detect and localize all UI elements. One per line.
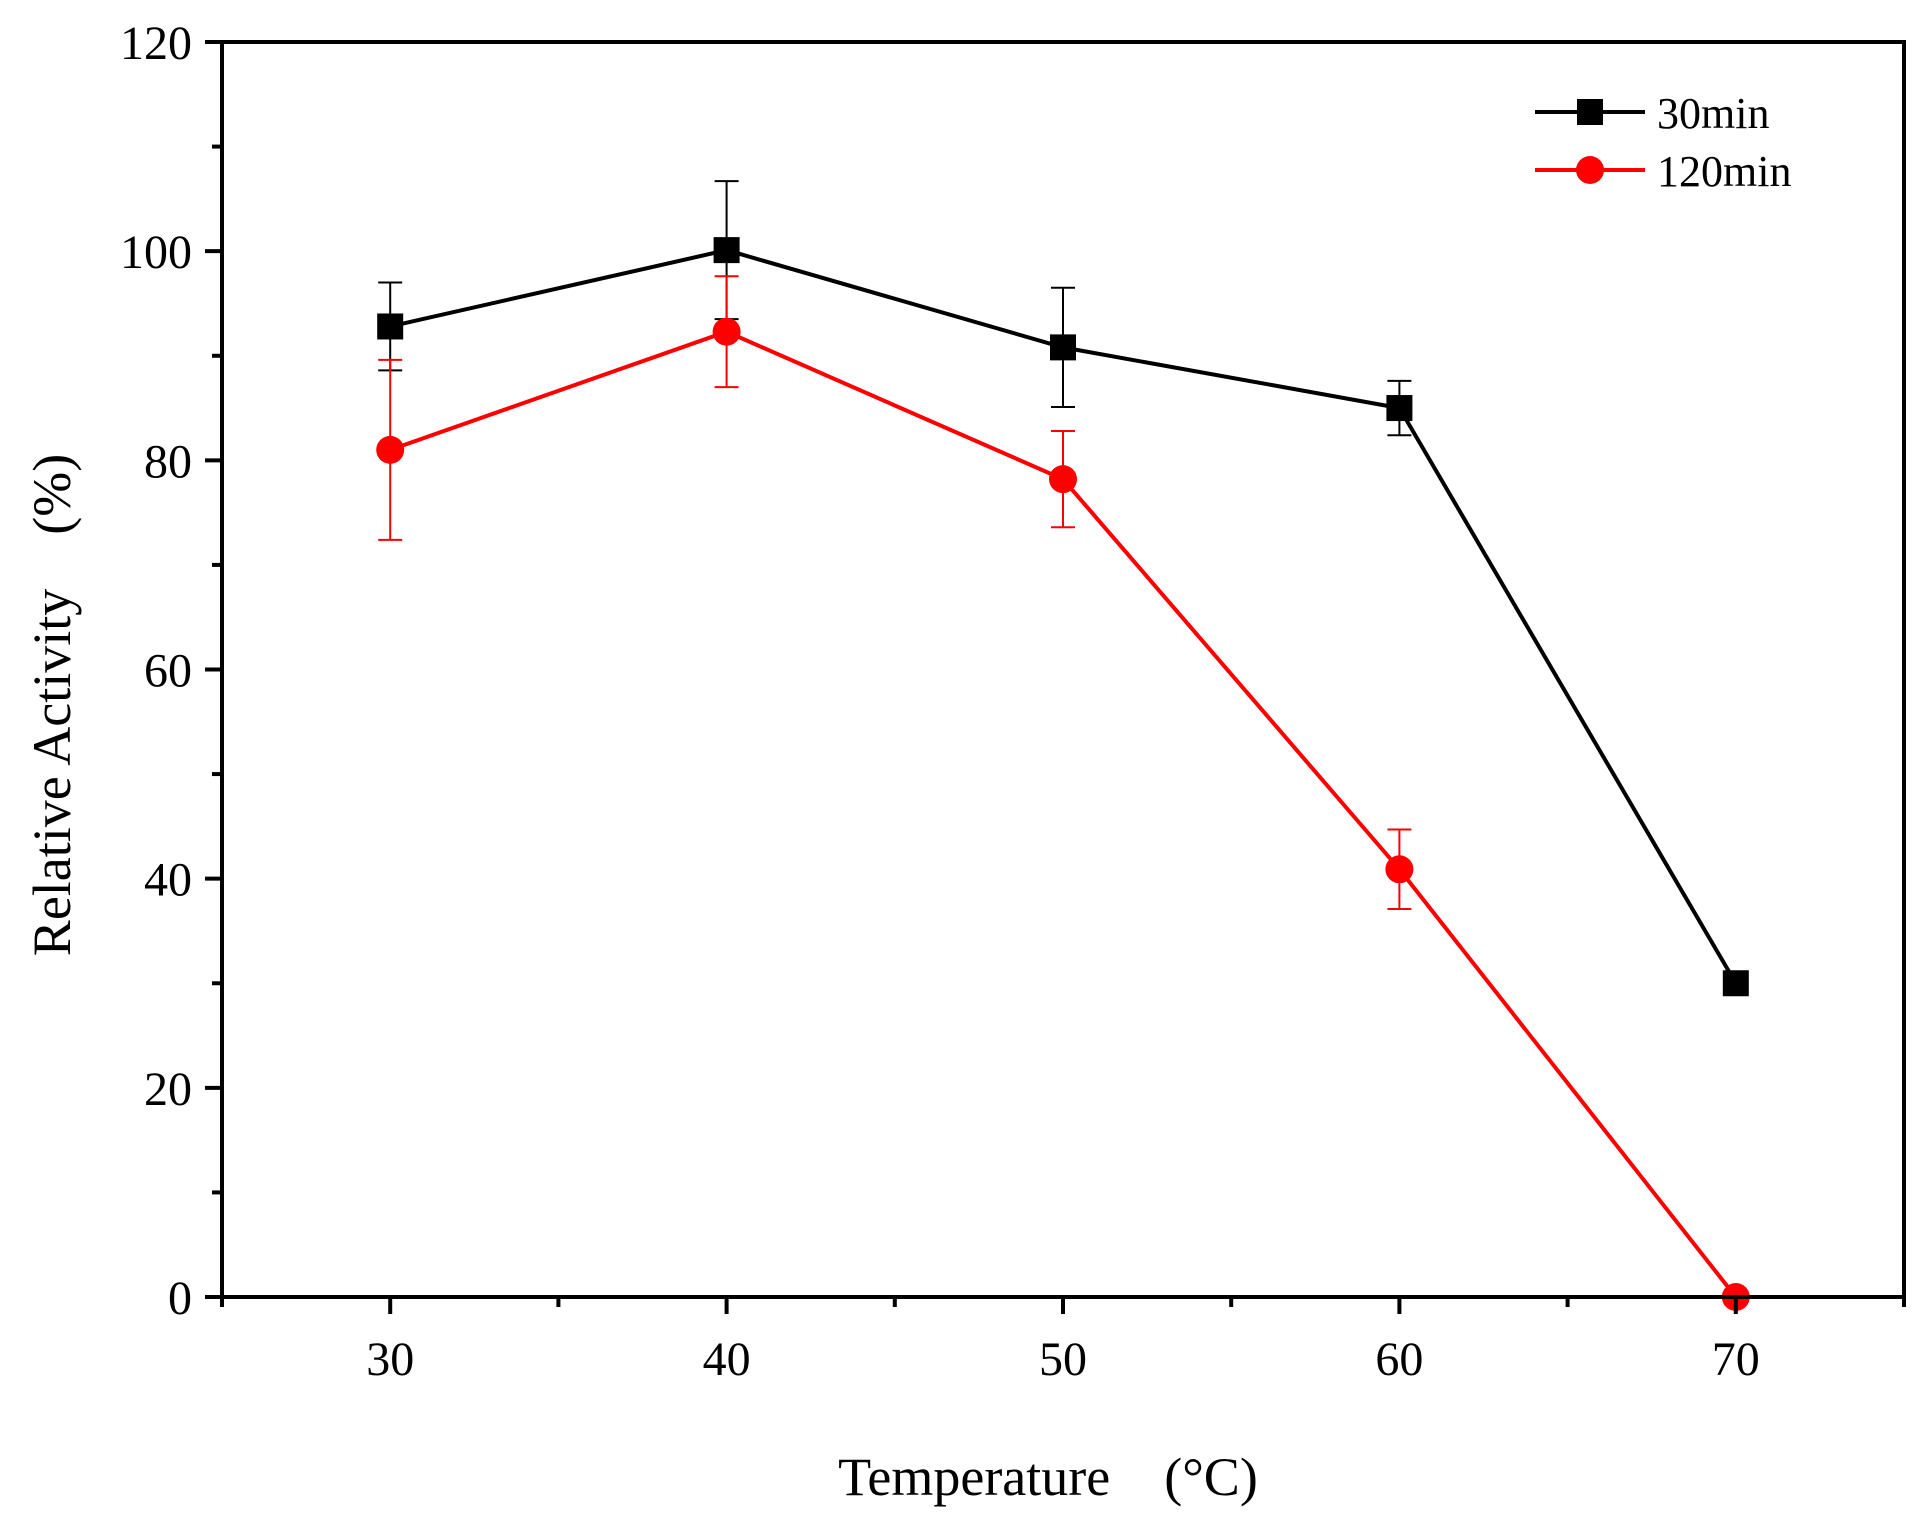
axes-layer: 30 40 50 60 70 0 20 40 60 80 100 120 <box>120 17 1906 1386</box>
x-tick-label: 70 <box>1712 1333 1760 1386</box>
y-tick-label: 120 <box>120 17 192 70</box>
y-tick-label: 40 <box>144 854 192 907</box>
x-tick-label: 50 <box>1039 1333 1087 1386</box>
y-tick-label: 100 <box>120 226 192 279</box>
data-point <box>1722 970 1749 997</box>
data-point <box>1049 465 1077 494</box>
x-tick-label: 40 <box>703 1333 751 1386</box>
data-point <box>377 313 404 340</box>
legend-marker <box>1577 99 1603 125</box>
y-tick-label: 80 <box>144 435 192 488</box>
x-axis-title: Temperature (°C) <box>838 1447 1258 1507</box>
y-tick-label: 20 <box>144 1063 192 1116</box>
y-axis-title: Relative Activity (%) <box>22 454 82 956</box>
legend-marker <box>1576 156 1604 184</box>
series-30min <box>377 180 1749 997</box>
x-tick-label: 30 <box>366 1333 414 1386</box>
data-point <box>376 435 405 464</box>
series-120min <box>376 275 1750 1311</box>
plot-layer <box>376 180 1750 1311</box>
y-tick-label: 60 <box>144 645 192 698</box>
y-tick-label: 0 <box>168 1272 192 1325</box>
data-point <box>1050 334 1076 361</box>
legend-label: 30min <box>1657 89 1769 138</box>
x-tick-label: 60 <box>1375 1333 1423 1386</box>
legend-label: 120min <box>1657 147 1791 196</box>
data-point <box>1385 855 1414 884</box>
plot-frame <box>220 40 1906 1299</box>
data-point <box>1386 395 1413 422</box>
data-point <box>713 237 740 264</box>
data-point <box>712 317 741 346</box>
legend: 30min 120min <box>1535 89 1791 196</box>
